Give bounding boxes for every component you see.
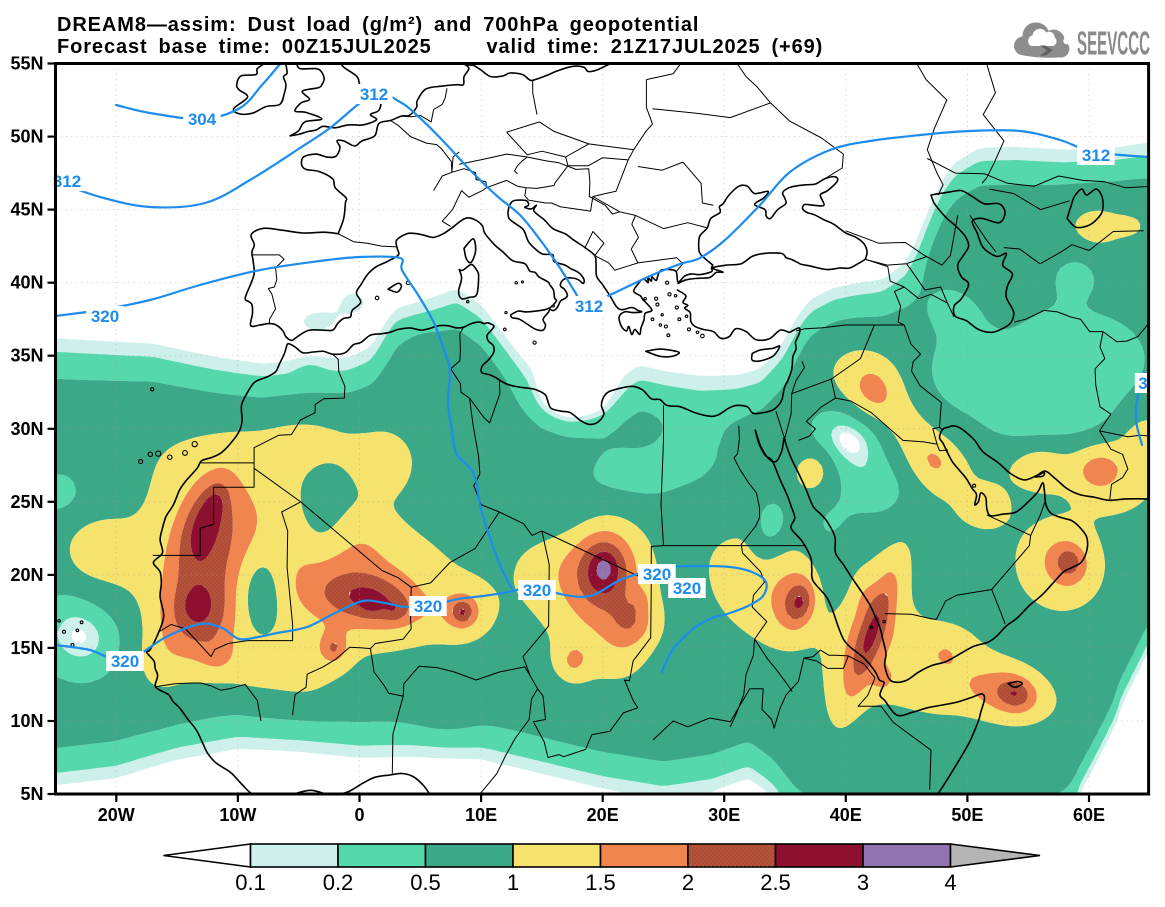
svg-text:312: 312 [1082,146,1110,165]
svg-text:40E: 40E [830,805,862,825]
svg-text:0.1: 0.1 [235,870,266,895]
svg-text:SEEVCCC: SEEVCCC [1077,25,1150,62]
svg-text:4: 4 [944,870,956,895]
svg-text:320: 320 [111,652,139,671]
svg-text:50E: 50E [951,805,983,825]
svg-text:1: 1 [507,870,519,895]
svg-text:320: 320 [523,581,551,600]
svg-text:2.5: 2.5 [760,870,791,895]
svg-text:3: 3 [1138,374,1147,393]
svg-text:0.2: 0.2 [323,870,354,895]
svg-text:320: 320 [643,565,671,584]
svg-text:20N: 20N [10,565,43,585]
svg-text:30E: 30E [708,805,740,825]
svg-text:20E: 20E [587,805,619,825]
svg-text:3: 3 [857,870,869,895]
svg-text:10W: 10W [219,805,256,825]
svg-text:45N: 45N [10,200,43,220]
svg-text:2: 2 [682,870,694,895]
svg-text:DREAM8—assim: Dust load (g/m²): DREAM8—assim: Dust load (g/m²) and 700hP… [57,14,699,36]
svg-text:30N: 30N [10,419,43,439]
svg-text:312: 312 [53,172,81,191]
svg-text:60E: 60E [1073,805,1105,825]
svg-text:312: 312 [575,297,603,316]
svg-text:35N: 35N [10,346,43,366]
svg-text:50N: 50N [10,127,43,147]
svg-text:15N: 15N [10,638,43,658]
svg-text:312: 312 [360,85,388,104]
svg-text:Forecast base time: 00Z15JUL20: Forecast base time: 00Z15JUL2025 valid t… [57,36,823,58]
svg-text:320: 320 [673,579,701,598]
svg-text:40N: 40N [10,273,43,293]
svg-text:320: 320 [414,597,442,616]
svg-text:10E: 10E [465,805,497,825]
svg-text:304: 304 [188,110,217,129]
svg-text:25N: 25N [10,492,43,512]
svg-text:10N: 10N [10,711,43,731]
svg-text:0: 0 [354,805,364,825]
svg-text:0.5: 0.5 [410,870,441,895]
svg-text:55N: 55N [10,54,43,74]
svg-text:20W: 20W [98,805,135,825]
svg-text:5N: 5N [20,784,43,804]
svg-text:320: 320 [91,307,119,326]
svg-text:1.5: 1.5 [585,870,616,895]
